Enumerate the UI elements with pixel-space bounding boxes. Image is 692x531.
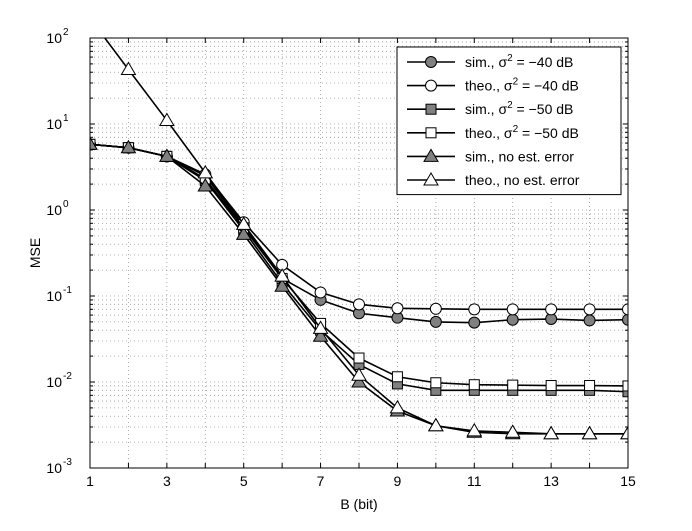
- legend-label: sim., no est. error: [465, 148, 574, 164]
- y-axis-label: MSE: [27, 238, 43, 268]
- y-tick-exponent: 1: [63, 113, 69, 124]
- data-point: [312, 320, 329, 334]
- data-point: [274, 278, 291, 292]
- data-point: [235, 216, 252, 230]
- x-tick-label: 3: [163, 473, 171, 489]
- data-point: [583, 303, 596, 316]
- data-point: [391, 371, 403, 383]
- data-point: [389, 399, 406, 414]
- plot-area-frame: [89, 37, 629, 469]
- x-tick-label: 15: [620, 473, 636, 489]
- data-point: [584, 380, 596, 392]
- legend-marker: [425, 56, 437, 68]
- legend-label: theo., σ2 = −40 dB: [465, 77, 579, 94]
- data-point: [391, 302, 404, 315]
- legend-label: theo., σ2 = −50 dB: [465, 124, 579, 141]
- data-point: [351, 374, 367, 388]
- legend-entry: sim., σ2 = −50 dB: [407, 100, 573, 117]
- data-point: [353, 298, 365, 311]
- legend-entry: sim., no est. error: [407, 148, 574, 164]
- data-point: [545, 380, 557, 392]
- data-point: [197, 164, 214, 179]
- data-point: [429, 315, 442, 328]
- data-point: [429, 302, 442, 315]
- y-tick-exponent: 0: [63, 199, 69, 210]
- data-point: [90, 136, 98, 150]
- legend-label: sim., σ2 = −50 dB: [465, 100, 573, 117]
- y-tick-label: 10: [46, 202, 62, 218]
- data-point: [468, 316, 481, 329]
- legend-label: sim., σ2 = −40 dB: [465, 53, 573, 70]
- legend-entry: theo., σ2 = −40 dB: [407, 77, 579, 94]
- data-point: [622, 386, 628, 398]
- data-point: [507, 379, 519, 391]
- data-point: [622, 313, 628, 326]
- data-point: [197, 178, 214, 192]
- x-tick-label: 7: [317, 473, 325, 489]
- legend-label: theo., no est. error: [465, 172, 580, 188]
- legend-box: [396, 46, 622, 196]
- data-point: [427, 417, 444, 432]
- data-point: [468, 303, 481, 316]
- y-tick-label: 10: [46, 374, 62, 390]
- y-tick-label: 10: [46, 460, 62, 476]
- legend-entry: theo., σ2 = −50 dB: [407, 124, 579, 141]
- x-axis-label: B (bit): [340, 496, 377, 512]
- data-point: [506, 313, 519, 326]
- data-point: [351, 367, 367, 381]
- y-tick-exponent: 2: [63, 27, 69, 38]
- data-point: [583, 314, 596, 327]
- data-point: [353, 352, 365, 364]
- data-point: [158, 112, 175, 126]
- legend-marker: [425, 127, 437, 139]
- data-point: [543, 425, 560, 440]
- x-tick-label: 11: [467, 473, 482, 489]
- data-point: [235, 226, 252, 240]
- legend-marker: [423, 148, 439, 162]
- data-point: [120, 139, 137, 154]
- y-tick-label: 10: [46, 30, 62, 46]
- legend-marker: [423, 172, 439, 186]
- x-tick-label: 5: [240, 473, 248, 489]
- data-point: [314, 286, 327, 299]
- legend-marker: [425, 103, 437, 115]
- data-point: [430, 377, 442, 389]
- data-point: [120, 61, 137, 76]
- y-tick-exponent: -3: [63, 457, 72, 468]
- legend-marker: [425, 79, 437, 92]
- data-point: [581, 425, 598, 440]
- x-tick-label: 9: [394, 473, 402, 489]
- data-point: [545, 303, 558, 316]
- x-tick-label: 1: [86, 473, 94, 489]
- data-point: [504, 424, 521, 438]
- y-tick-label: 10: [46, 288, 62, 304]
- data-point: [622, 303, 628, 316]
- legend-entry: theo., no est. error: [407, 172, 580, 188]
- y-tick-label: 10: [46, 116, 62, 132]
- data-point: [506, 303, 519, 316]
- data-point: [620, 425, 628, 440]
- series-6: [103, 38, 628, 440]
- data-point: [158, 148, 175, 162]
- y-tick-exponent: -2: [63, 371, 72, 382]
- data-point: [274, 268, 291, 282]
- data-point: [312, 328, 329, 342]
- data-point: [468, 379, 480, 391]
- legend-entry: sim., σ2 = −40 dB: [407, 53, 573, 70]
- y-tick-exponent: -1: [63, 285, 72, 296]
- data-point: [466, 422, 483, 437]
- series-group: [90, 38, 628, 440]
- data-point: [622, 380, 628, 392]
- x-tick-label: 13: [543, 473, 559, 489]
- legend: sim., σ2 = −40 dB theo., σ2 = −40 dB sim.,…: [396, 46, 622, 196]
